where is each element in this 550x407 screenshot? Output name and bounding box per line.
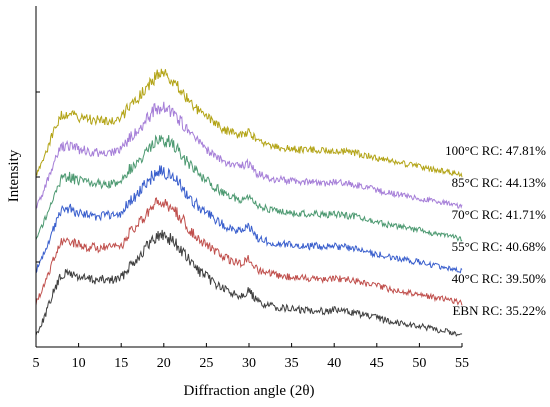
x-tick-label: 40 (327, 356, 341, 371)
series-label-layer: EBN RC: 35.22% 40°C RC: 39.50% 55°C RC: 40… (445, 143, 546, 318)
y-axis-title: Intensity (6, 149, 22, 202)
x-tick-label: 35 (285, 356, 299, 371)
series-line (35, 165, 463, 274)
x-tick-label: 10 (72, 356, 86, 371)
series-line (35, 134, 463, 242)
series-line (35, 197, 463, 306)
series-label: 85°C RC: 44.13% (452, 175, 547, 190)
x-tick-label: 5 (33, 356, 40, 371)
x-tick-label: 45 (370, 356, 384, 371)
axes (35, 6, 462, 348)
series-layer (35, 68, 463, 337)
series-label: 100°C RC: 47.81% (445, 143, 546, 158)
series-line (35, 101, 463, 209)
series-line (35, 229, 463, 337)
series-line (35, 68, 463, 178)
series-label: 70°C RC: 41.71% (452, 207, 547, 222)
x-tick-label: 55 (455, 356, 469, 371)
x-tick-label: 30 (242, 356, 256, 371)
series-label: EBN RC: 35.22% (452, 303, 546, 318)
series-label: 55°C RC: 40.68% (452, 239, 547, 254)
series-label: 40°C RC: 39.50% (452, 271, 547, 286)
x-ticks: 5 10 15 20 25 30 35 40 45 50 55 (33, 343, 469, 371)
x-tick-label: 25 (199, 356, 213, 371)
x-axis-title: Diffraction angle (2θ) (183, 383, 314, 399)
x-tick-label: 50 (412, 356, 426, 371)
x-tick-label: 15 (114, 356, 128, 371)
x-tick-label: 20 (157, 356, 171, 371)
